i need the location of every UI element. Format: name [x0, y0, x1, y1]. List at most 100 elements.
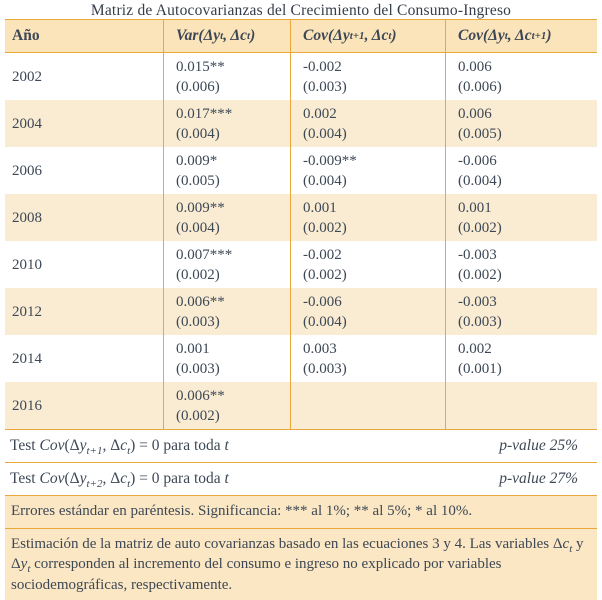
cov-lead-cell: 0.003 (0.003)	[290, 335, 445, 382]
var-cell: 0.009** (0.004)	[163, 194, 290, 241]
test-label: Test Cov(Δyt+2, Δct) = 0 para toda t	[10, 470, 229, 491]
header-cell-var: Var(Δy t, Δc t)	[163, 20, 290, 52]
table-row: 2014 0.001 (0.003) 0.003 (0.003) 0.002 (…	[5, 335, 597, 382]
test-pvalue: p-value 25%	[499, 437, 578, 454]
standard-error: (0.004)	[458, 172, 502, 189]
estimate-value: 0.009*	[176, 152, 218, 169]
table-row: 2010 0.007*** (0.002) -0.002 (0.002) -0.…	[5, 241, 597, 288]
note-estimation: Estimación de la matriz de auto covarian…	[5, 528, 597, 600]
year-cell: 2014	[12, 350, 42, 367]
standard-error: (0.006)	[458, 78, 502, 95]
cov-lag-cell: 0.001 (0.002)	[445, 194, 597, 241]
estimate-value: -0.006	[458, 152, 497, 169]
year-cell: 2008	[12, 209, 42, 226]
standard-error: (0.002)	[458, 219, 502, 236]
year-cell: 2004	[12, 115, 42, 132]
year-cell: 2010	[12, 256, 42, 273]
estimate-value: -0.002	[303, 246, 342, 263]
standard-error: (0.002)	[176, 407, 220, 424]
standard-error: (0.004)	[303, 125, 347, 142]
year-cell: 2006	[12, 162, 42, 179]
estimate-value: 0.006**	[176, 293, 225, 310]
test-pvalue: p-value 27%	[499, 470, 578, 487]
var-cell: 0.001 (0.003)	[163, 335, 290, 382]
table-row: 2008 0.009** (0.004) 0.001 (0.002) 0.001…	[5, 194, 597, 241]
var-cell: 0.017*** (0.004)	[163, 100, 290, 147]
standard-error: (0.001)	[458, 360, 502, 377]
test-label: Test Cov(Δyt+1, Δct) = 0 para toda t	[10, 437, 229, 458]
table-row: 2004 0.017*** (0.004) 0.002 (0.004) 0.00…	[5, 100, 597, 147]
standard-error: (0.004)	[176, 125, 220, 142]
cov-lag-cell: -0.006 (0.004)	[445, 147, 597, 194]
var-cell: 0.009* (0.005)	[163, 147, 290, 194]
year-cell: 2016	[12, 397, 42, 414]
var-cell: 0.006** (0.002)	[163, 382, 290, 429]
cov-lag-cell: 0.002 (0.001)	[445, 335, 597, 382]
cov-lag-cell: -0.003 (0.003)	[445, 288, 597, 335]
var-cell: 0.006** (0.003)	[163, 288, 290, 335]
header-cell-year: Año	[12, 27, 40, 44]
standard-error: (0.003)	[303, 78, 347, 95]
cov-lag-cell: -0.003 (0.002)	[445, 241, 597, 288]
standard-error: (0.002)	[303, 219, 347, 236]
cov-lead-cell	[290, 382, 445, 429]
estimate-value: 0.006	[458, 105, 492, 122]
autocovariance-table: Año Var(Δy t, Δc t) Cov(Δy t+1, Δc t) Cov(Δy…	[5, 19, 597, 600]
standard-error: (0.005)	[176, 172, 220, 189]
standard-error: (0.003)	[303, 360, 347, 377]
estimate-value: 0.001	[458, 199, 492, 216]
table-row: 2006 0.009* (0.005) -0.009** (0.004) -0.…	[5, 147, 597, 194]
standard-error: (0.003)	[176, 360, 220, 377]
cov-lead-cell: -0.002 (0.002)	[290, 241, 445, 288]
cov-lead-cell: -0.002 (0.003)	[290, 53, 445, 100]
standard-error: (0.003)	[458, 313, 502, 330]
header-cell-cov-lead: Cov(Δy t+1, Δc t)	[290, 20, 445, 52]
standard-error: (0.005)	[458, 125, 502, 142]
standard-error: (0.004)	[176, 219, 220, 236]
estimate-value: 0.006	[458, 58, 492, 75]
cov-lead-cell: 0.002 (0.004)	[290, 100, 445, 147]
table-row: 2002 0.015** (0.006) -0.002 (0.003) 0.00…	[5, 53, 597, 100]
cov-lag-cell: 0.006 (0.005)	[445, 100, 597, 147]
estimate-value: -0.006	[303, 293, 342, 310]
var-cell: 0.007*** (0.002)	[163, 241, 290, 288]
standard-error: (0.002)	[458, 266, 502, 283]
table-title: Matriz de Autocovarianzas del Crecimient…	[90, 2, 512, 19]
header-cell-cov-lag: Cov(Δy t, Δc t+1)	[445, 20, 597, 52]
estimate-value: -0.002	[303, 58, 342, 75]
year-cell: 2002	[12, 68, 42, 85]
standard-error: (0.004)	[303, 172, 347, 189]
cov-lead-cell: -0.006 (0.004)	[290, 288, 445, 335]
cov-lag-cell: 0.006 (0.006)	[445, 53, 597, 100]
estimate-value: -0.003	[458, 246, 497, 263]
estimate-value: 0.003	[303, 340, 337, 357]
estimate-value: 0.007***	[176, 246, 233, 263]
note-significance: Errores estándar en paréntesis. Signific…	[5, 496, 597, 529]
estimate-value: 0.001	[303, 199, 337, 216]
year-cell: 2012	[12, 303, 42, 320]
estimate-value: 0.002	[458, 340, 492, 357]
standard-error: (0.002)	[303, 266, 347, 283]
table-header-row: Año Var(Δy t, Δc t) Cov(Δy t+1, Δc t) Cov(Δy…	[5, 19, 597, 53]
test-row-lead1: Test Cov(Δyt+1, Δct) = 0 para toda t p-v…	[5, 430, 597, 463]
estimate-value: 0.015**	[176, 58, 225, 75]
standard-error: (0.006)	[176, 78, 220, 95]
table-row: 2016 0.006** (0.002)	[5, 382, 597, 429]
estimate-value: 0.001	[176, 340, 210, 357]
standard-error: (0.004)	[303, 313, 347, 330]
cov-lead-cell: 0.001 (0.002)	[290, 194, 445, 241]
standard-error: (0.002)	[176, 266, 220, 283]
cov-lead-cell: -0.009** (0.004)	[290, 147, 445, 194]
estimate-value: -0.003	[458, 293, 497, 310]
estimate-value: 0.009**	[176, 199, 225, 216]
standard-error: (0.003)	[176, 313, 220, 330]
test-row-lead2: Test Cov(Δyt+2, Δct) = 0 para toda t p-v…	[5, 463, 597, 496]
estimate-value: 0.002	[303, 105, 337, 122]
var-cell: 0.015** (0.006)	[163, 53, 290, 100]
cov-lag-cell	[445, 382, 597, 429]
table-row: 2012 0.006** (0.003) -0.006 (0.004) -0.0…	[5, 288, 597, 335]
estimate-value: 0.006**	[176, 387, 225, 404]
estimate-value: 0.017***	[176, 105, 233, 122]
estimate-value: -0.009**	[303, 152, 357, 169]
